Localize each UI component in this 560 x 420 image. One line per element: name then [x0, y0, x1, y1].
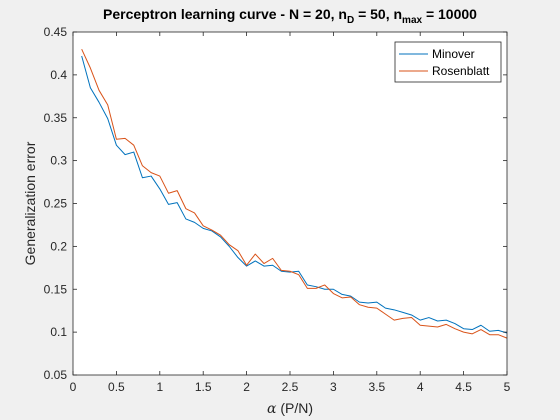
title-suffix: = 10000: [422, 6, 477, 22]
x-tick-label: 3: [330, 380, 337, 394]
legend-box: [394, 41, 502, 83]
plot-area: [73, 32, 507, 375]
y-tick-label: 0.45: [44, 25, 68, 39]
y-tick-label: 0.2: [50, 239, 67, 253]
x-tick-label: 5: [504, 380, 511, 394]
x-tick-label: 2.5: [282, 380, 299, 394]
x-tick-label: 1: [156, 380, 163, 394]
title-mid: = 50, n: [354, 6, 402, 22]
x-tick-label: 0.5: [108, 380, 125, 394]
y-tick-label: 0.25: [44, 197, 68, 211]
x-tick-label: 3.5: [368, 380, 385, 394]
x-axis-label-text: (P/N): [276, 400, 313, 416]
legend: Minover Rosenblatt: [394, 41, 502, 83]
x-axis-label: α (P/N): [267, 400, 313, 417]
title-sub-d: D: [347, 15, 354, 26]
x-tick-label: 4: [417, 380, 424, 394]
title-prefix: Perceptron learning curve - N = 20, n: [103, 6, 347, 22]
series-line-rosenblatt: [81, 48, 508, 339]
y-tick-label: 0.35: [44, 111, 68, 125]
legend-label-minover: Minover: [432, 47, 475, 61]
y-axis-label: Generalization error: [22, 141, 38, 265]
x-tick-label: 0: [70, 380, 77, 394]
x-tick-label: 4.5: [455, 380, 472, 394]
y-tick-label: 0.15: [44, 282, 68, 296]
y-tick-label: 0.4: [50, 68, 67, 82]
x-tick-label: 2: [243, 380, 250, 394]
x-axis-label-symbol: α: [267, 401, 277, 417]
title-sub-max: max: [402, 15, 422, 26]
chart-title: Perceptron learning curve - N = 20, nD =…: [103, 6, 477, 26]
tick-layer: 0 0.5 1 1.5 2 2.5 3 3.5 4 4.5 5 0.05 0.1 0.15 0.2 0.25 0…: [44, 25, 511, 394]
x-tick-label: 1.5: [195, 380, 212, 394]
legend-label-rosenblatt: Rosenblatt: [432, 64, 490, 78]
y-tick-label: 0.05: [44, 368, 68, 382]
y-tick-label: 0.1: [50, 325, 67, 339]
y-tick-label: 0.3: [50, 154, 67, 168]
series-layer: [81, 48, 508, 339]
series-line-minover: [81, 55, 508, 334]
